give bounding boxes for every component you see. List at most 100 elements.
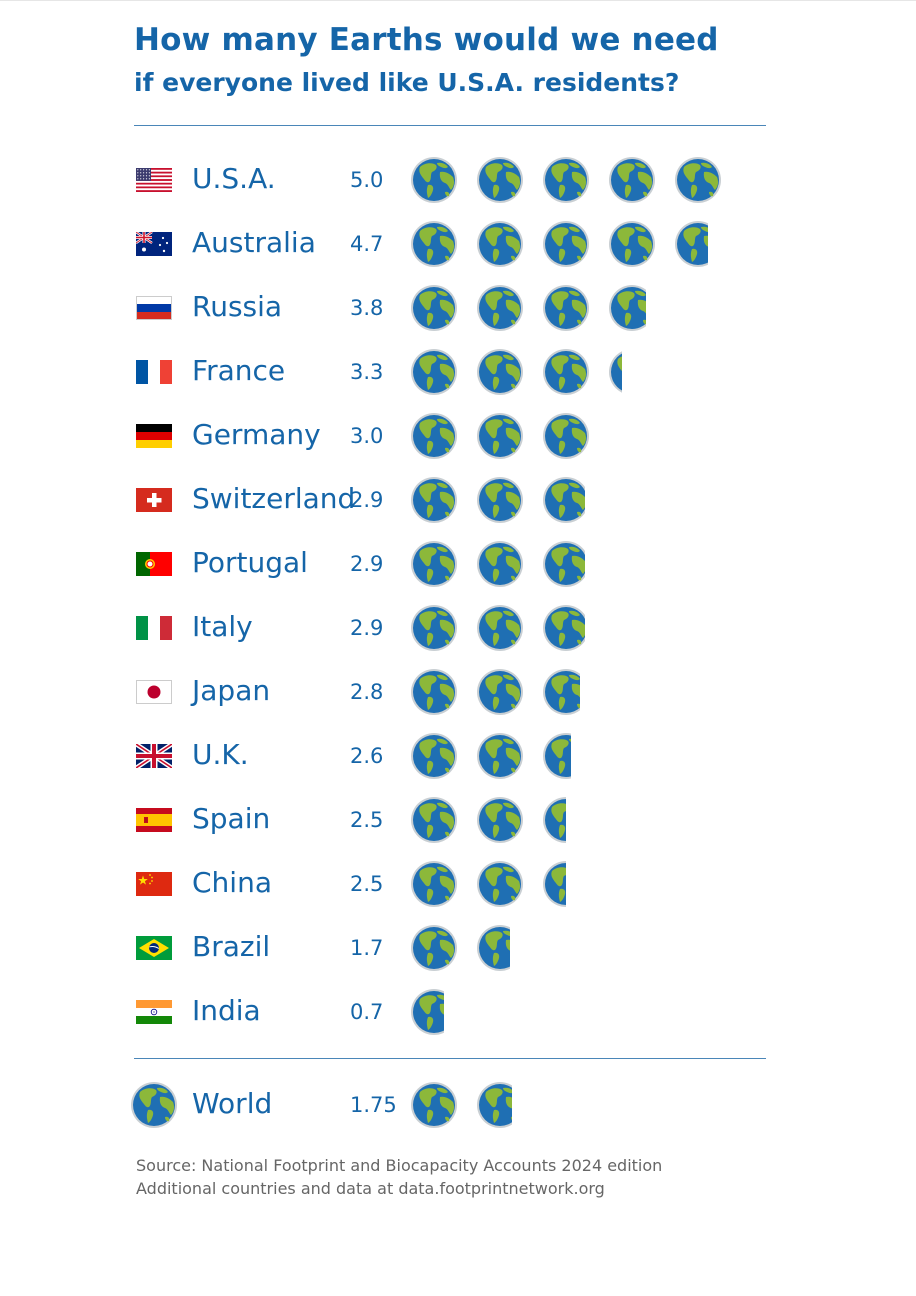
country-globes [410,412,750,460]
country-label: Russia [192,290,283,323]
us-flag-icon [136,168,172,192]
germany-globe-first-icon [410,412,458,460]
country-row-russia: Russia 3.8 [134,278,766,338]
country-row-u-k: U.K. 2.6 [134,726,766,786]
spain-globe-partial-icon [542,796,566,844]
india-globe-partial-icon [410,988,444,1036]
uk-flag-icon [136,744,172,768]
france-globe-first-icon [410,348,458,396]
u-s-a-globe-second-icon [476,156,524,204]
u-k-globe-partial-icon [542,732,571,780]
portugal-flag-icon [136,552,172,576]
france-globe-partial-icon [608,348,622,396]
china-globe-partial-icon [542,860,566,908]
switzerland-globe-first-icon [410,476,458,524]
country-row-japan: Japan 2.8 [134,662,766,722]
country-row-france: France 3.3 [134,342,766,402]
world-row: World 1.75 [131,1075,766,1135]
china-globe-second-icon [476,860,524,908]
country-globes [410,860,750,908]
italy-globe-second-icon [476,604,524,652]
france-globe-third-icon [542,348,590,396]
country-value: 3.0 [350,424,384,448]
australia-globe-third-icon [542,220,590,268]
u-s-a-globe-fourth-icon [608,156,656,204]
france-flag-icon [136,360,172,384]
switzerland-globe-partial-icon [542,476,585,524]
source-line-1: Source: National Footprint and Biocapaci… [136,1156,663,1175]
country-label: Italy [192,610,253,643]
brazil-flag-icon [136,936,172,960]
country-row-italy: Italy 2.9 [134,598,766,658]
germany-globe-third-icon [542,412,590,460]
country-label: Switzerland [192,482,356,515]
russia-globe-partial-icon [608,284,646,332]
spain-globe-first-icon [410,796,458,844]
bottom-divider [134,1058,766,1059]
country-label: Japan [192,674,271,707]
country-globes [410,540,750,588]
australia-globe-second-icon [476,220,524,268]
country-globes [410,476,750,524]
country-value: 1.7 [350,936,384,960]
japan-globe-second-icon [476,668,524,716]
country-label: U.S.A. [192,162,276,195]
country-value: 3.8 [350,296,384,320]
country-globes [410,284,750,332]
japan-flag-icon [136,680,172,704]
italy-globe-partial-icon [542,604,585,652]
china-globe-first-icon [410,860,458,908]
country-row-china: China 2.5 [134,854,766,914]
italy-flag-icon [136,616,172,640]
country-globes [410,988,750,1036]
country-value: 2.6 [350,744,384,768]
country-row-spain: Spain 2.5 [134,790,766,850]
switzerland-globe-second-icon [476,476,524,524]
country-label: China [192,866,272,899]
portugal-globe-partial-icon [542,540,585,588]
u-s-a-globe-third-icon [542,156,590,204]
country-value: 3.3 [350,360,384,384]
country-value: 2.5 [350,872,384,896]
germany-globe-second-icon [476,412,524,460]
brazil-globe-partial-icon [476,924,510,972]
russia-globe-first-icon [410,284,458,332]
source-line-2: Additional countries and data at data.fo… [136,1179,605,1198]
country-label: U.K. [192,738,249,771]
country-row-australia: Australia 4.7 [134,214,766,274]
chart-title: How many Earths would we need [134,22,719,58]
china-flag-icon [136,872,172,896]
country-value: 2.5 [350,808,384,832]
country-label: Brazil [192,930,271,963]
world-globe-first-icon [410,1081,458,1129]
country-value: 2.9 [350,616,384,640]
india-flag-icon [136,1000,172,1024]
country-label: Australia [192,226,316,259]
germany-flag-icon [136,424,172,448]
japan-globe-first-icon [410,668,458,716]
country-value: 4.7 [350,232,384,256]
russia-globe-third-icon [542,284,590,332]
country-value: 2.8 [350,680,384,704]
chart-subtitle: if everyone lived like U.S.A. residents? [134,68,680,97]
country-value: 2.9 [350,552,384,576]
portugal-globe-second-icon [476,540,524,588]
country-label: Portugal [192,546,308,579]
country-row-switzerland: Switzerland 2.9 [134,470,766,530]
france-globe-second-icon [476,348,524,396]
country-row-brazil: Brazil 1.7 [134,918,766,978]
u-s-a-globe-first-icon [410,156,458,204]
country-value: 5.0 [350,168,384,192]
switzerland-flag-icon [136,488,172,512]
australia-globe-first-icon [410,220,458,268]
world-label: World [192,1087,273,1120]
country-globes [410,604,750,652]
brazil-globe-first-icon [410,924,458,972]
u-k-globe-first-icon [410,732,458,780]
top-divider [134,125,766,126]
country-globes [410,156,750,204]
country-globes [410,796,750,844]
country-label: France [192,354,286,387]
country-row-india: India 0.7 [134,982,766,1042]
russia-globe-second-icon [476,284,524,332]
